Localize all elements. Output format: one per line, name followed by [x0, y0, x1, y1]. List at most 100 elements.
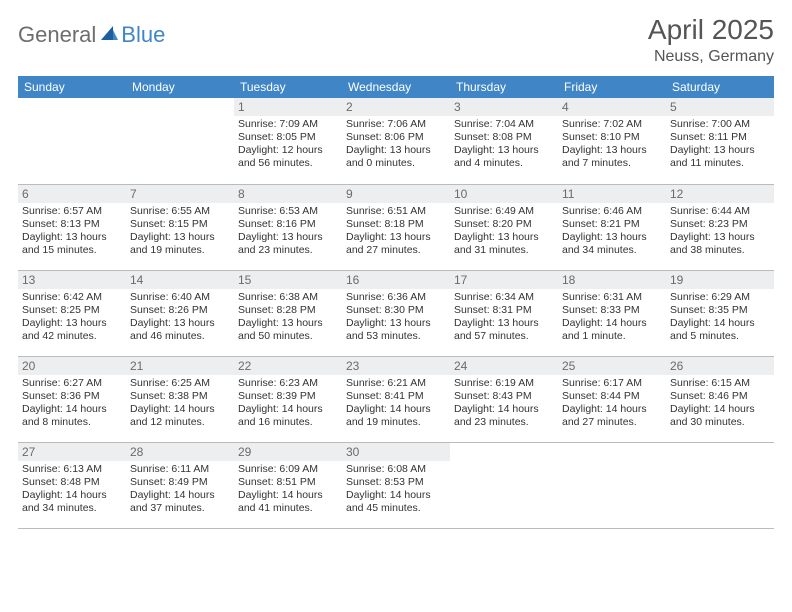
day-detail-line: Sunrise: 6:09 AM [238, 463, 338, 476]
day-detail-line: and 56 minutes. [238, 157, 338, 170]
day-details: Sunrise: 6:49 AMSunset: 8:20 PMDaylight:… [454, 205, 554, 258]
day-detail-line: Sunset: 8:33 PM [562, 304, 662, 317]
header: General Blue April 2025 Neuss, Germany [18, 14, 774, 66]
day-details: Sunrise: 6:31 AMSunset: 8:33 PMDaylight:… [562, 291, 662, 344]
calendar-cell: 24Sunrise: 6:19 AMSunset: 8:43 PMDayligh… [450, 356, 558, 442]
day-detail-line: Sunrise: 6:15 AM [670, 377, 770, 390]
day-detail-line: Sunrise: 6:29 AM [670, 291, 770, 304]
day-detail-line: Sunset: 8:35 PM [670, 304, 770, 317]
weekday-header: Friday [558, 76, 666, 98]
sail-icon [99, 24, 119, 47]
day-details: Sunrise: 6:40 AMSunset: 8:26 PMDaylight:… [130, 291, 230, 344]
weekday-header: Thursday [450, 76, 558, 98]
day-details: Sunrise: 6:34 AMSunset: 8:31 PMDaylight:… [454, 291, 554, 344]
day-detail-line: and 19 minutes. [130, 244, 230, 257]
day-number: 19 [666, 271, 774, 289]
day-detail-line: Daylight: 13 hours [670, 144, 770, 157]
day-detail-line: Sunrise: 6:08 AM [346, 463, 446, 476]
day-details: Sunrise: 6:46 AMSunset: 8:21 PMDaylight:… [562, 205, 662, 258]
day-details: Sunrise: 6:55 AMSunset: 8:15 PMDaylight:… [130, 205, 230, 258]
day-number: 26 [666, 357, 774, 375]
day-detail-line: Daylight: 14 hours [130, 403, 230, 416]
day-detail-line: and 50 minutes. [238, 330, 338, 343]
day-detail-line: Sunset: 8:39 PM [238, 390, 338, 403]
calendar-cell: . [18, 98, 126, 184]
day-detail-line: and 4 minutes. [454, 157, 554, 170]
day-details: Sunrise: 6:44 AMSunset: 8:23 PMDaylight:… [670, 205, 770, 258]
calendar-body: ..1Sunrise: 7:09 AMSunset: 8:05 PMDaylig… [18, 98, 774, 528]
day-number: 8 [234, 185, 342, 203]
day-details: Sunrise: 7:04 AMSunset: 8:08 PMDaylight:… [454, 118, 554, 171]
day-detail-line: Daylight: 12 hours [238, 144, 338, 157]
day-detail-line: and 46 minutes. [130, 330, 230, 343]
day-detail-line: Sunrise: 6:13 AM [22, 463, 122, 476]
day-detail-line: Daylight: 13 hours [454, 231, 554, 244]
day-detail-line: Daylight: 13 hours [346, 231, 446, 244]
weekday-header: Saturday [666, 76, 774, 98]
day-number: 5 [666, 98, 774, 116]
calendar-cell: 15Sunrise: 6:38 AMSunset: 8:28 PMDayligh… [234, 270, 342, 356]
weekday-header: Monday [126, 76, 234, 98]
day-detail-line: and 23 minutes. [454, 416, 554, 429]
day-detail-line: Sunset: 8:43 PM [454, 390, 554, 403]
calendar-cell: 6Sunrise: 6:57 AMSunset: 8:13 PMDaylight… [18, 184, 126, 270]
calendar-cell: 7Sunrise: 6:55 AMSunset: 8:15 PMDaylight… [126, 184, 234, 270]
calendar-cell: . [666, 442, 774, 528]
day-detail-line: Sunset: 8:10 PM [562, 131, 662, 144]
day-number: 27 [18, 443, 126, 461]
day-detail-line: Sunset: 8:13 PM [22, 218, 122, 231]
day-detail-line: and 8 minutes. [22, 416, 122, 429]
day-detail-line: Sunset: 8:36 PM [22, 390, 122, 403]
day-detail-line: and 5 minutes. [670, 330, 770, 343]
day-detail-line: Daylight: 13 hours [346, 317, 446, 330]
day-number: 16 [342, 271, 450, 289]
day-detail-line: Sunrise: 6:55 AM [130, 205, 230, 218]
day-detail-line: Sunrise: 6:11 AM [130, 463, 230, 476]
day-detail-line: Sunset: 8:46 PM [670, 390, 770, 403]
calendar-table: SundayMondayTuesdayWednesdayThursdayFrid… [18, 76, 774, 529]
calendar-cell: 17Sunrise: 6:34 AMSunset: 8:31 PMDayligh… [450, 270, 558, 356]
day-detail-line: Sunset: 8:44 PM [562, 390, 662, 403]
day-detail-line: Daylight: 13 hours [454, 144, 554, 157]
calendar-cell: 16Sunrise: 6:36 AMSunset: 8:30 PMDayligh… [342, 270, 450, 356]
day-detail-line: Sunrise: 6:57 AM [22, 205, 122, 218]
day-detail-line: and 16 minutes. [238, 416, 338, 429]
logo-text-general: General [18, 22, 96, 48]
day-detail-line: and 38 minutes. [670, 244, 770, 257]
day-detail-line: Daylight: 14 hours [670, 403, 770, 416]
day-number: 1 [234, 98, 342, 116]
calendar-cell: 12Sunrise: 6:44 AMSunset: 8:23 PMDayligh… [666, 184, 774, 270]
day-detail-line: and 45 minutes. [346, 502, 446, 515]
day-detail-line: Sunrise: 7:02 AM [562, 118, 662, 131]
day-number: 21 [126, 357, 234, 375]
day-detail-line: Sunrise: 6:44 AM [670, 205, 770, 218]
day-detail-line: Sunrise: 6:31 AM [562, 291, 662, 304]
day-detail-line: Sunrise: 6:49 AM [454, 205, 554, 218]
day-detail-line: Daylight: 14 hours [346, 489, 446, 502]
day-detail-line: and 27 minutes. [346, 244, 446, 257]
day-detail-line: and 53 minutes. [346, 330, 446, 343]
day-detail-line: Sunset: 8:05 PM [238, 131, 338, 144]
day-details: Sunrise: 6:23 AMSunset: 8:39 PMDaylight:… [238, 377, 338, 430]
day-detail-line: Daylight: 13 hours [670, 231, 770, 244]
day-detail-line: Sunset: 8:28 PM [238, 304, 338, 317]
day-number: 20 [18, 357, 126, 375]
calendar-cell: 30Sunrise: 6:08 AMSunset: 8:53 PMDayligh… [342, 442, 450, 528]
calendar-row: 13 Sunrise: 6:42 AMSunset: 8:25 PMDayligh… [18, 270, 774, 356]
day-number: 11 [558, 185, 666, 203]
day-detail-line: Daylight: 14 hours [238, 403, 338, 416]
day-details: Sunrise: 6:42 AMSunset: 8:25 PMDaylight:… [22, 291, 122, 344]
calendar-cell: 28Sunrise: 6:11 AMSunset: 8:49 PMDayligh… [126, 442, 234, 528]
day-detail-line: Sunrise: 6:53 AM [238, 205, 338, 218]
day-number: 24 [450, 357, 558, 375]
calendar-header-row: SundayMondayTuesdayWednesdayThursdayFrid… [18, 76, 774, 98]
calendar-cell: 14Sunrise: 6:40 AMSunset: 8:26 PMDayligh… [126, 270, 234, 356]
day-detail-line: Daylight: 13 hours [562, 231, 662, 244]
day-detail-line: Sunrise: 6:25 AM [130, 377, 230, 390]
calendar-cell: 27Sunrise: 6:13 AMSunset: 8:48 PMDayligh… [18, 442, 126, 528]
day-number: 13 [18, 271, 126, 289]
calendar-row: 27Sunrise: 6:13 AMSunset: 8:48 PMDayligh… [18, 442, 774, 528]
calendar-page: General Blue April 2025 Neuss, Germany S… [0, 0, 792, 541]
day-detail-line: and 37 minutes. [130, 502, 230, 515]
day-detail-line: and 42 minutes. [22, 330, 122, 343]
